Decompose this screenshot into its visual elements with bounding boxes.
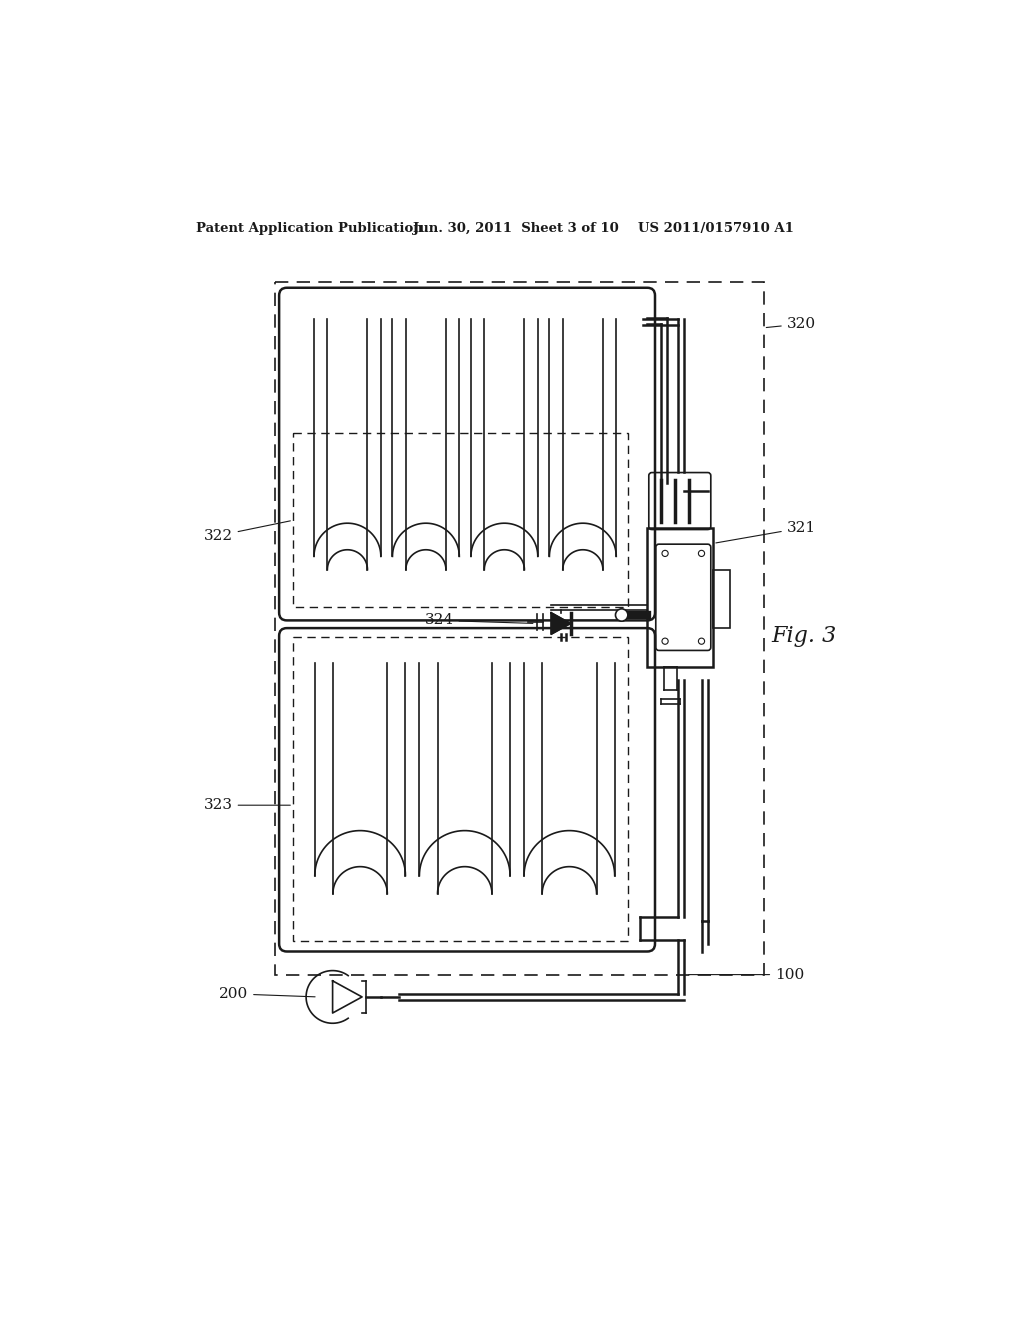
Text: 324: 324	[424, 614, 532, 627]
Text: Fig. 3: Fig. 3	[771, 624, 837, 647]
Text: 200: 200	[219, 987, 315, 1001]
Text: Jun. 30, 2011  Sheet 3 of 10: Jun. 30, 2011 Sheet 3 of 10	[414, 222, 618, 235]
Text: 321: 321	[716, 521, 816, 543]
Text: 100: 100	[689, 968, 805, 982]
Text: US 2011/0157910 A1: US 2011/0157910 A1	[638, 222, 794, 235]
Bar	[293, 433, 628, 607]
Polygon shape	[551, 612, 570, 635]
Polygon shape	[333, 981, 362, 1012]
Circle shape	[615, 609, 628, 622]
Bar	[293, 638, 628, 941]
Text: 322: 322	[204, 521, 291, 543]
Text: Patent Application Publication: Patent Application Publication	[197, 222, 423, 235]
Text: 320: 320	[766, 317, 816, 331]
Text: 323: 323	[204, 799, 290, 812]
Bar	[275, 281, 764, 974]
